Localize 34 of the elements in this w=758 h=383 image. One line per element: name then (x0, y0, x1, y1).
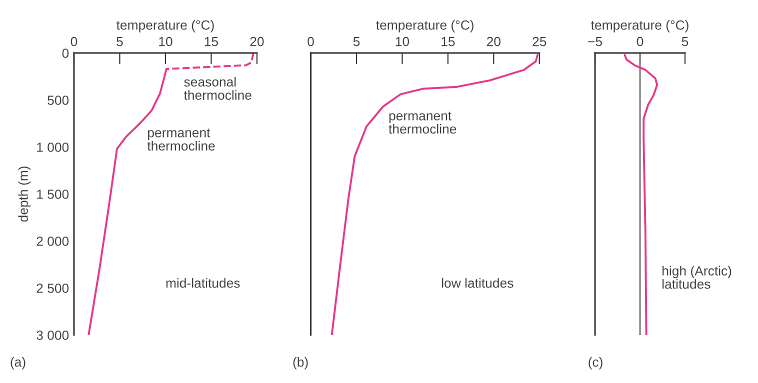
x-tick-label: 5 (116, 37, 123, 46)
x-tick-label: 0 (636, 36, 644, 46)
annotation: low latitudes (442, 278, 514, 288)
annotation: permanent thermocline (147, 128, 215, 151)
x-tick-label: 15 (442, 37, 455, 46)
text: (a) (10, 357, 26, 370)
x-tick-label: 10 (159, 36, 172, 46)
x-axis-title: temperature (°C) (591, 20, 688, 32)
y-tick-label: 1 500 (37, 190, 69, 199)
x-tick-label: −5 (588, 37, 602, 46)
x-tick-label: 0 (308, 36, 314, 46)
annotation: high (Arctic) latitudes (662, 266, 732, 289)
x-tick-label: 25 (532, 36, 546, 46)
y-tick-label: 2 000 (36, 236, 69, 246)
y-tick-label: 1 000 (37, 142, 69, 152)
text: (b) (293, 357, 308, 370)
x-tick-label: 10 (396, 36, 410, 46)
x-axis-title: temperature (°C) (116, 20, 214, 32)
x-tick-label: 0 (70, 36, 78, 46)
y-axis-title: depth (m) (18, 166, 31, 222)
y-tick-label: 0 (62, 48, 69, 58)
x-tick-label: 15 (204, 37, 218, 46)
annotation: mid-latitudes (166, 278, 240, 288)
annotation: permanent thermocline (388, 112, 456, 134)
x-tick-label: 5 (353, 37, 360, 46)
x-tick-label: 20 (250, 36, 264, 46)
x-tick-label: 5 (682, 37, 688, 46)
x-axis-title: temperature (°C) (376, 20, 474, 32)
y-tick-label: 500 (48, 96, 69, 105)
x-tick-label: 20 (486, 36, 500, 46)
text: (c) (588, 357, 602, 370)
y-tick-label: 2 500 (36, 284, 69, 293)
y-tick-label: 3 000 (36, 330, 69, 340)
annotation: seasonal thermocline (184, 76, 252, 100)
